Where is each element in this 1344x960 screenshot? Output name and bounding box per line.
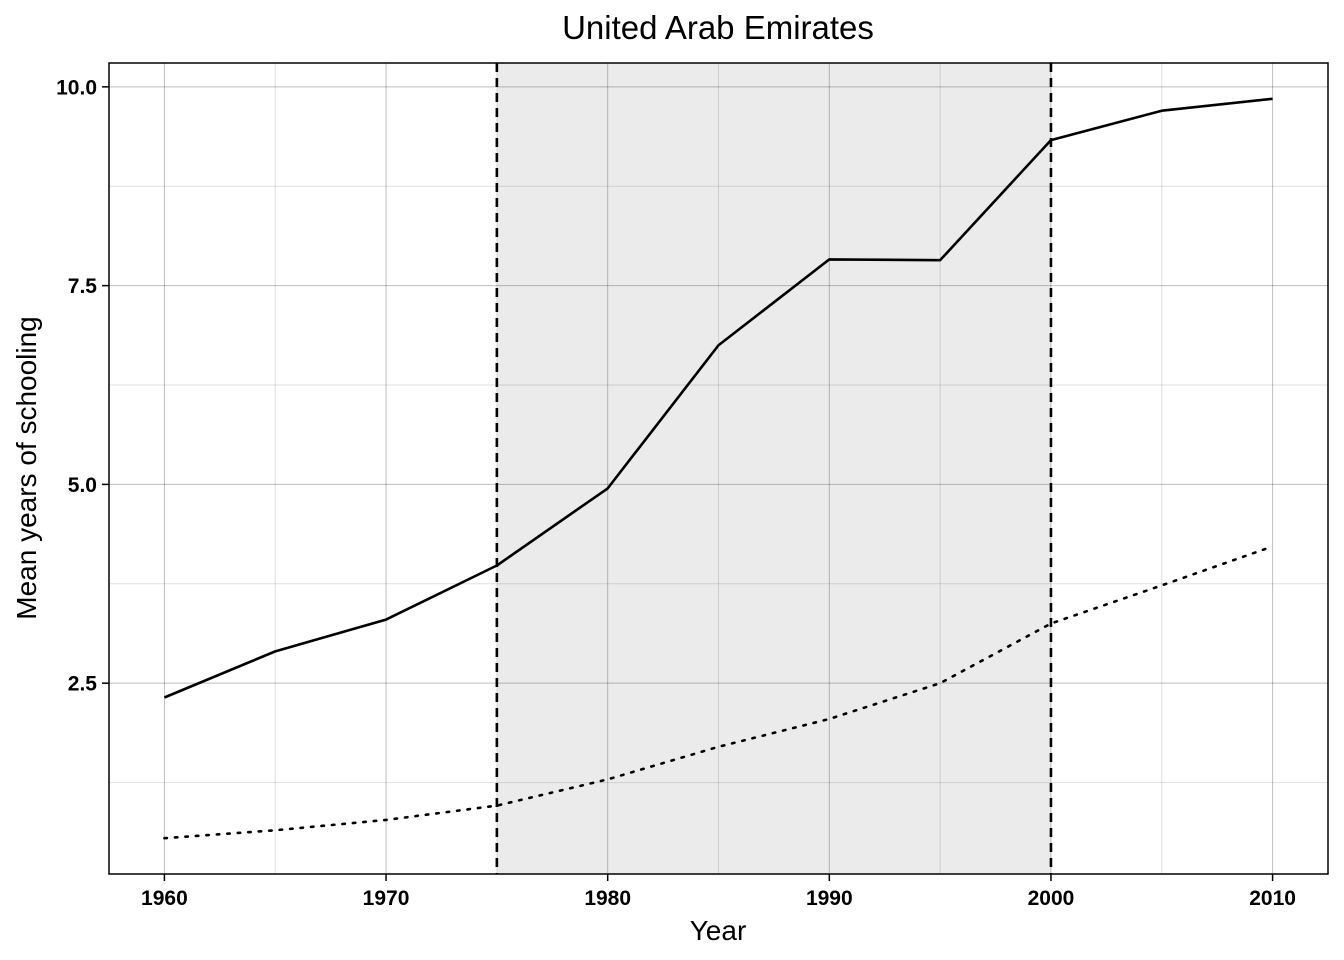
data-point <box>274 650 277 653</box>
data-point <box>939 259 942 262</box>
series-line-1 <box>163 97 1273 699</box>
data-point <box>606 778 609 781</box>
data-point <box>496 564 499 567</box>
data-point <box>717 745 720 748</box>
data-point <box>163 837 166 840</box>
x-tick-label: 1970 <box>363 887 410 910</box>
x-tick-label: 1990 <box>806 887 853 910</box>
data-point <box>274 829 277 832</box>
chart-title: United Arab Emirates <box>562 9 874 46</box>
x-tick-label: 1980 <box>584 887 631 910</box>
data-point <box>1050 139 1053 142</box>
plot-border <box>108 62 1329 875</box>
data-point <box>1271 97 1274 100</box>
data-point <box>606 487 609 490</box>
data-point <box>717 344 720 347</box>
y-tick-label: 5.0 <box>68 474 97 497</box>
data-point <box>385 819 388 822</box>
y-tick-label: 7.5 <box>68 275 98 298</box>
data-point <box>163 696 166 699</box>
x-axis-title: Year <box>690 915 747 946</box>
data-point <box>828 718 831 721</box>
data-point <box>385 618 388 621</box>
y-tick-label: 10.0 <box>56 76 97 99</box>
data-point <box>939 682 942 685</box>
data-point <box>1271 545 1274 548</box>
x-tick-label: 2000 <box>1028 887 1075 910</box>
data-point <box>1160 584 1163 587</box>
y-axis-title: Mean years of schooling <box>11 316 42 620</box>
shaded-region <box>496 63 1051 874</box>
x-tick-label: 2010 <box>1249 887 1296 910</box>
x-tick-label: 1960 <box>141 887 188 910</box>
data-point <box>1160 109 1163 112</box>
series-line-2 <box>163 545 1274 840</box>
data-point <box>496 804 499 807</box>
y-tick-label: 2.5 <box>68 673 98 696</box>
data-point <box>828 258 831 261</box>
data-point <box>1050 622 1053 625</box>
